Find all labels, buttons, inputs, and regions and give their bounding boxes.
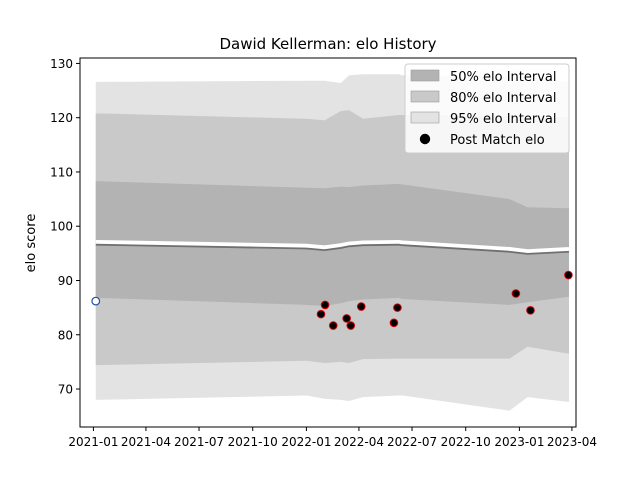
legend-item-post-match-label: Post Match elo bbox=[450, 133, 545, 148]
y-tick-label: 70 bbox=[58, 383, 73, 397]
chart-title: Dawid Kellerman: elo History bbox=[219, 35, 436, 53]
post-match-point bbox=[316, 309, 326, 319]
post-match-point bbox=[320, 300, 330, 310]
y-tick-label: 130 bbox=[50, 57, 73, 71]
post-match-point bbox=[511, 289, 521, 298]
plot-frame bbox=[79, 57, 577, 428]
post-match-point bbox=[389, 318, 399, 328]
x-tick-label: 2023-04 bbox=[547, 435, 597, 449]
x-tick-label: 2022-01 bbox=[281, 435, 331, 449]
legend-item-95-label: 95% elo Interval bbox=[450, 112, 557, 127]
plot-area bbox=[91, 74, 573, 411]
legend-item-95-swatch bbox=[410, 111, 440, 124]
y-tick-label: 100 bbox=[50, 220, 73, 234]
band-50-percent bbox=[95, 181, 569, 306]
y-tick-label: 90 bbox=[58, 274, 73, 288]
y-axis-label: elo score bbox=[24, 214, 39, 273]
y-tick-label: 110 bbox=[50, 165, 73, 179]
x-tick-label: 2021-04 bbox=[121, 435, 171, 449]
post-match-point bbox=[393, 303, 402, 312]
mean-elo-line bbox=[95, 243, 570, 255]
post-match-point bbox=[564, 270, 573, 280]
x-tick-label: 2021-10 bbox=[228, 435, 278, 449]
x-tick-label: 2023-01 bbox=[494, 435, 544, 449]
legend: 50% elo Interval 80% elo Interval 95% elo … bbox=[404, 63, 570, 154]
x-tick-label: 2022-10 bbox=[441, 435, 491, 449]
x-tick-label: 2022-07 bbox=[387, 435, 437, 449]
x-tick-label: 2022-04 bbox=[334, 435, 384, 449]
y-tick-label: 80 bbox=[58, 328, 73, 342]
initial-elo-point bbox=[91, 296, 101, 306]
legend-item-50-swatch bbox=[410, 69, 440, 82]
post-match-point bbox=[526, 306, 535, 315]
legend-item-50-label: 50% elo Interval bbox=[450, 70, 557, 85]
legend-item-80-swatch bbox=[410, 90, 440, 103]
y-tick-label: 120 bbox=[50, 111, 73, 125]
x-tick-label: 2021-01 bbox=[68, 435, 118, 449]
mean-highlight-line bbox=[95, 239, 570, 255]
post-match-point bbox=[342, 314, 351, 323]
legend-marker-post-match bbox=[419, 133, 431, 145]
legend-box bbox=[404, 63, 570, 154]
legend-item-80-label: 80% elo Interval bbox=[450, 91, 557, 106]
post-match-point bbox=[346, 321, 356, 330]
post-match-point bbox=[328, 321, 338, 330]
post-match-point bbox=[356, 302, 366, 311]
axes: 70 80 90 100 110 120 130 2021-01 2021-04 2021-07 2… bbox=[50, 57, 597, 449]
x-tick-label: 2021-07 bbox=[174, 435, 224, 449]
